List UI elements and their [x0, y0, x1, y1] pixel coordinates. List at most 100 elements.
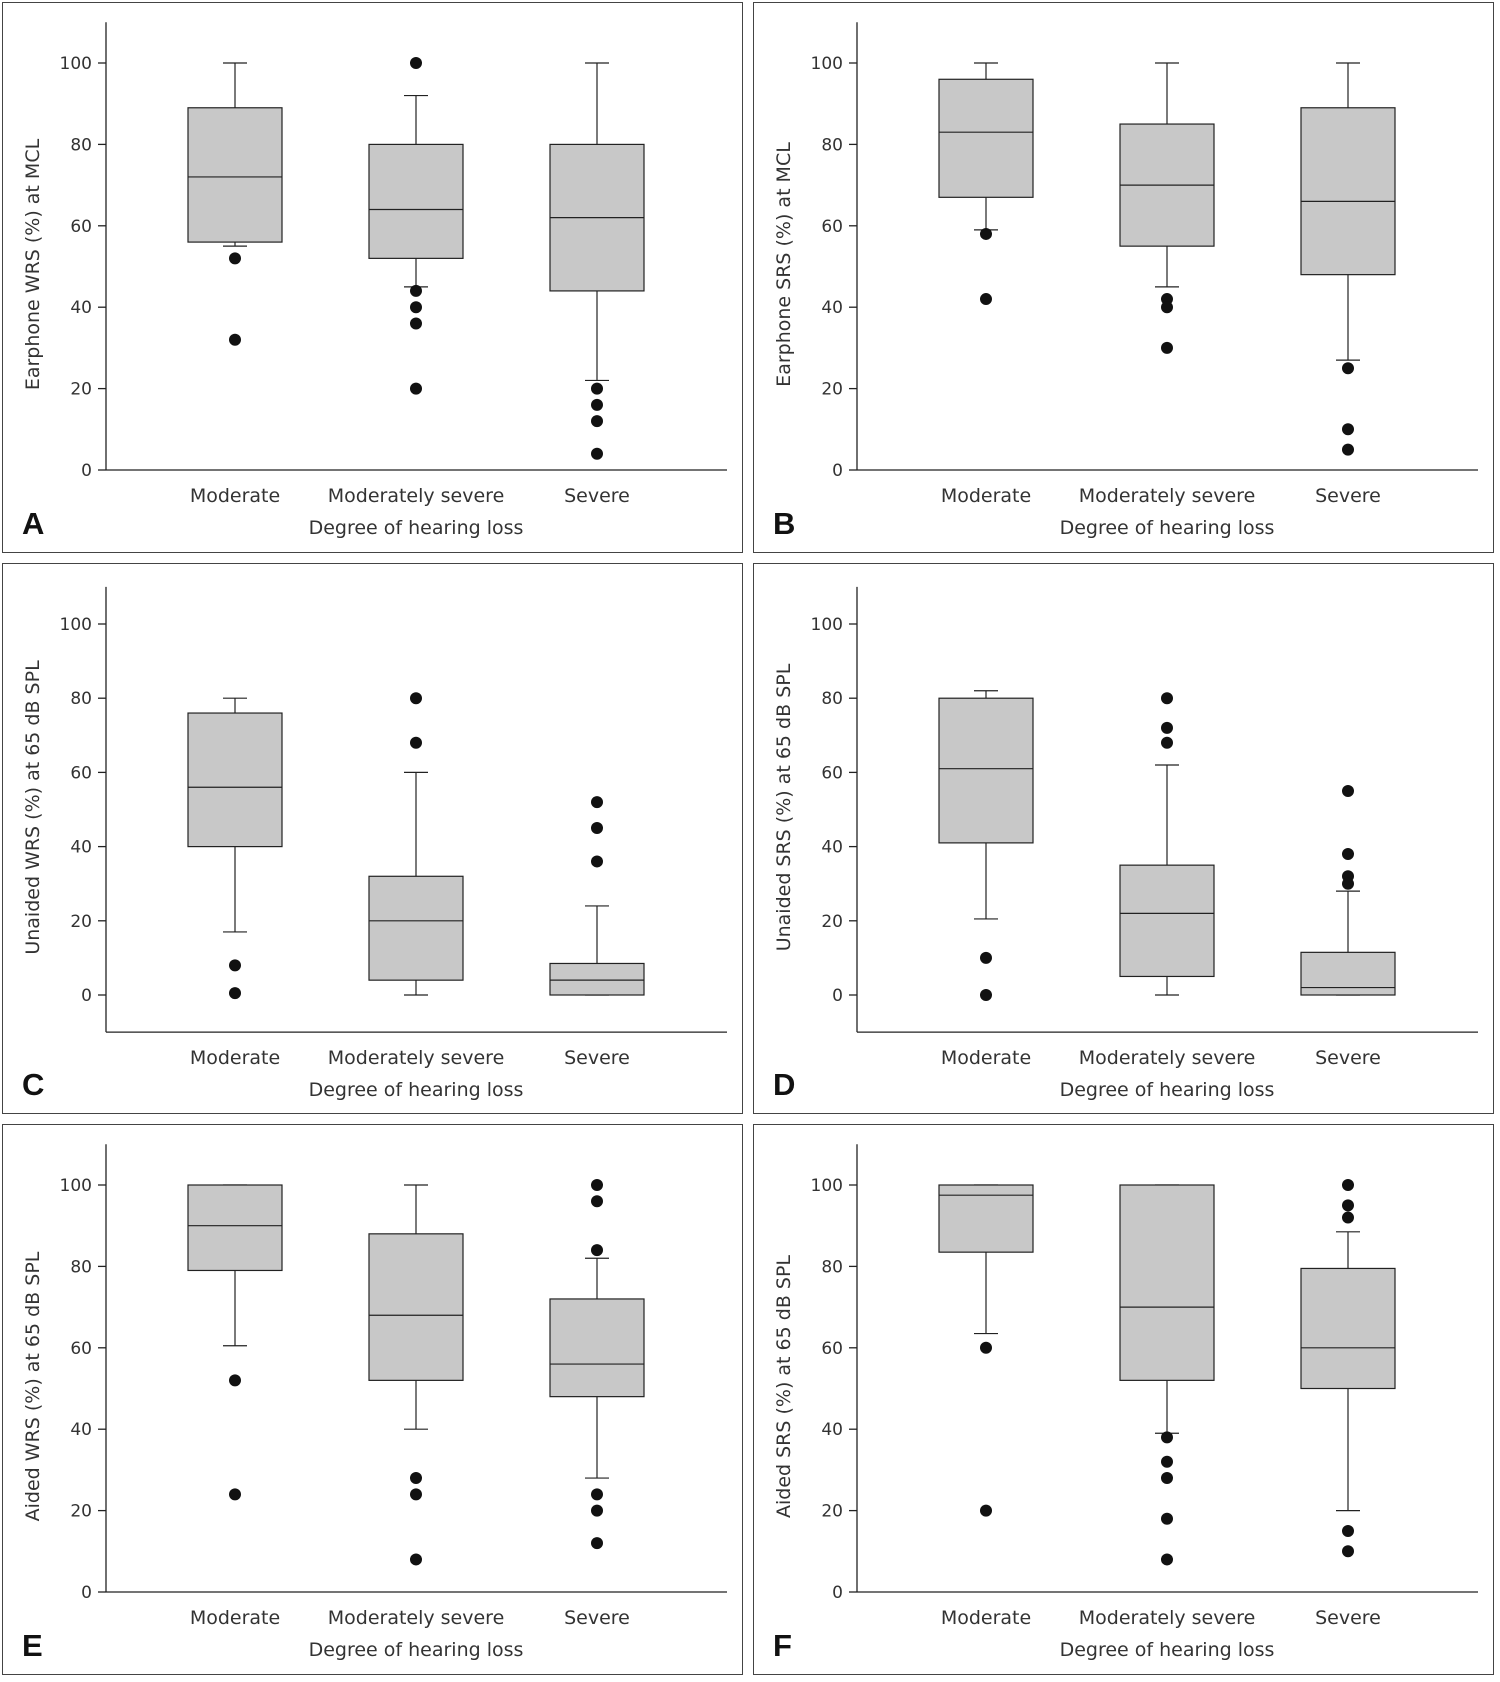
iqr-box — [1300, 107, 1396, 276]
y-axis-title: Unaided SRS (%) at 65 dB SPL — [773, 663, 795, 951]
outlier-point — [410, 1472, 422, 1485]
outlier-point — [980, 1341, 992, 1354]
iqr-box — [549, 1298, 645, 1398]
outlier-point — [410, 692, 422, 705]
outlier-point — [1342, 1545, 1354, 1558]
panel-letter: D — [773, 1067, 796, 1102]
panel-letter: F — [773, 1628, 792, 1663]
outlier-point — [1342, 1524, 1354, 1537]
axes: 0 20 40 60 80 100 — [60, 1144, 727, 1603]
x-axis-title: Degree of hearing loss — [1060, 1639, 1275, 1661]
x-category-label: Moderate — [190, 1047, 280, 1069]
chart-svg-d: 0 20 40 60 80 100 Unaided SRS (%) at 65 dB SPL… — [773, 586, 1478, 1101]
iqr-box — [1119, 1184, 1215, 1381]
box-plot-2 — [368, 57, 464, 395]
panel-letter: E — [22, 1628, 43, 1663]
outlier-point — [591, 1488, 603, 1501]
outlier-point — [410, 736, 422, 749]
outlier-point — [1161, 1431, 1173, 1444]
x-category-label: Moderate — [941, 1607, 1031, 1629]
y-tick-label: 0 — [832, 986, 843, 1006]
outlier-point — [980, 951, 992, 964]
y-tick-label: 80 — [70, 689, 92, 709]
box-plot-3 — [1300, 1179, 1396, 1558]
outlier-point — [980, 227, 992, 240]
y-tick-label: 80 — [70, 1257, 92, 1277]
chart-panel-d: 0 20 40 60 80 100 Unaided SRS (%) at 65 dB SPL… — [753, 563, 1494, 1114]
axes: 0 20 40 60 80 100 — [60, 22, 727, 481]
outlier-point — [410, 382, 422, 395]
outlier-point — [410, 317, 422, 330]
y-tick-label: 100 — [60, 1176, 92, 1196]
box-plot-3 — [549, 1179, 645, 1550]
y-tick-label: 20 — [70, 912, 92, 932]
x-category-label: Severe — [1315, 1047, 1381, 1069]
y-tick-label: 60 — [70, 763, 92, 783]
box-plot-3 — [1300, 62, 1396, 456]
iqr-box — [938, 697, 1034, 844]
axes: 0 20 40 60 80 100 — [811, 586, 1478, 1033]
outlier-point — [1161, 736, 1173, 749]
outlier-point — [410, 1488, 422, 1501]
chart-svg-e: 0 20 40 60 80 100 Aided WRS (%) at 65 dB SPL Mo… — [22, 1144, 727, 1661]
iqr-box — [187, 712, 283, 848]
y-axis-title: Earphone WRS (%) at MCL — [22, 138, 44, 390]
iqr-box — [368, 1233, 464, 1381]
y-tick-label: 80 — [70, 135, 92, 155]
x-category-label: Moderately severe — [1079, 485, 1256, 507]
y-tick-label: 100 — [811, 54, 843, 74]
iqr-box — [1119, 864, 1215, 978]
iqr-box — [187, 1184, 283, 1272]
iqr-box — [1300, 951, 1396, 996]
outlier-point — [410, 284, 422, 297]
outlier-point — [1342, 443, 1354, 456]
outlier-point — [1342, 423, 1354, 436]
outlier-point — [229, 1374, 241, 1387]
x-category-label: Severe — [564, 1607, 630, 1629]
chart-svg-c: 0 20 40 60 80 100 Unaided WRS (%) at 65 dB SPL… — [22, 586, 727, 1101]
chart-svg-f: 0 20 40 60 80 100 Aided SRS (%) at 65 dB SPL Mo… — [773, 1144, 1478, 1661]
iqr-box — [1300, 1267, 1396, 1390]
y-tick-label: 40 — [70, 1420, 92, 1440]
y-tick-label: 20 — [70, 1502, 92, 1522]
chart-panel-b: 0 20 40 60 80 100 Earphone SRS (%) at MCL Moder… — [753, 2, 1494, 553]
x-category-label: Moderately severe — [1079, 1047, 1256, 1069]
outlier-point — [1342, 1199, 1354, 1212]
box-plot-1 — [938, 690, 1034, 1001]
y-tick-label: 100 — [60, 615, 92, 635]
chart-svg-a: 0 20 40 60 80 100 Earphone WRS (%) at MCL Moder… — [22, 22, 727, 539]
outlier-point — [980, 1504, 992, 1517]
y-axis-title: Earphone SRS (%) at MCL — [773, 142, 795, 387]
iqr-box — [187, 107, 283, 243]
axes: 0 20 40 60 80 100 — [811, 1144, 1478, 1603]
outlier-point — [1342, 1211, 1354, 1224]
y-tick-label: 60 — [821, 217, 843, 237]
y-tick-label: 0 — [81, 986, 92, 1006]
outlier-point — [591, 1195, 603, 1208]
outlier-point — [1342, 1179, 1354, 1191]
outlier-point — [591, 447, 603, 460]
y-tick-label: 80 — [821, 1257, 843, 1277]
y-tick-label: 40 — [821, 1420, 843, 1440]
outlier-point — [1161, 692, 1173, 705]
y-tick-label: 20 — [821, 912, 843, 932]
outlier-point — [1161, 1512, 1173, 1525]
y-tick-label: 40 — [821, 298, 843, 318]
x-category-label: Moderately severe — [328, 1607, 505, 1629]
x-axis-title: Degree of hearing loss — [309, 1079, 524, 1101]
y-tick-label: 100 — [811, 1176, 843, 1196]
x-category-label: Severe — [564, 1047, 630, 1069]
box-plot-3 — [549, 796, 645, 996]
x-axis-title: Degree of hearing loss — [309, 1639, 524, 1661]
outlier-point — [980, 293, 992, 306]
y-tick-label: 40 — [821, 838, 843, 858]
y-tick-label: 60 — [70, 217, 92, 237]
y-tick-label: 0 — [832, 1583, 843, 1603]
box-plot-1 — [938, 62, 1034, 306]
outlier-point — [591, 1504, 603, 1517]
x-category-label: Moderate — [941, 1047, 1031, 1069]
iqr-box — [938, 1184, 1034, 1253]
chart-panel-a: 0 20 40 60 80 100 Earphone WRS (%) at MCL Moder… — [2, 2, 743, 553]
box-plot-2 — [1119, 1184, 1215, 1566]
y-axis-title: Aided SRS (%) at 65 dB SPL — [773, 1255, 795, 1518]
